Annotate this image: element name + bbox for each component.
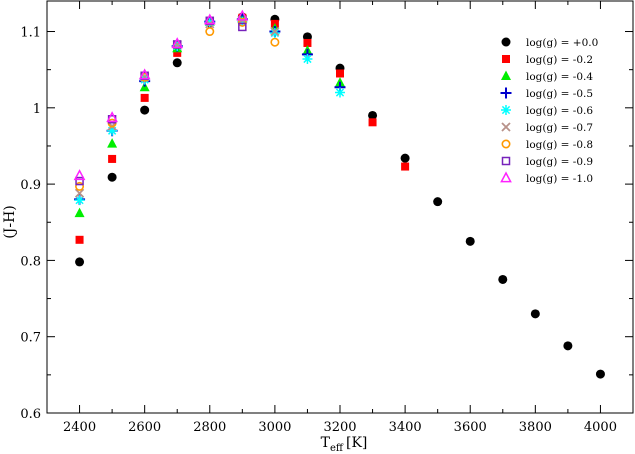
data-point [236,9,249,21]
legend-marker [501,156,511,166]
y-tick-label: 0.6 [20,407,41,422]
data-point [595,369,605,379]
data-point [107,138,118,148]
y-tick-label: 0.7 [20,331,41,346]
data-point [73,169,86,181]
x-axis-title-main: T [321,435,331,451]
legend-marker [501,105,511,115]
legend: log(g) = +0.0 log(g) = -0.2 log(g) = -0.4 l… [500,37,598,185]
data-point [302,53,313,64]
data-point [74,188,85,198]
data-point [204,17,215,28]
y-tick-label: 0.9 [20,178,41,193]
data-point [75,176,84,186]
data-point [74,195,85,206]
y-tick-labels: 0.6 0.7 0.8 0.9 1 1.1 [20,26,41,422]
data-point [269,28,280,39]
legend-label: log(g) = -0.9 [526,156,593,168]
data-point [336,69,344,78]
x-tick-label: 2800 [193,420,226,435]
legend-label: log(g) = -0.2 [526,54,593,66]
x-tick-label: 2400 [63,420,96,435]
data-point [401,162,410,171]
legend-label: log(g) = -0.6 [526,105,593,117]
legend-marker [501,70,511,80]
y-tick-label: 1.1 [20,26,41,41]
data-point [237,17,247,27]
x-tick-labels: 2400 2600 2800 3000 3200 3400 3600 3800 4000 [63,420,617,435]
data-point [368,110,378,120]
x-tick-label: 3000 [258,420,291,435]
legend-label: log(g) = -0.8 [526,139,593,151]
x-tick-label: 2600 [128,420,161,435]
y-tick-label: 1 [33,102,41,117]
x-axis-title-subscript: eff [330,443,344,454]
x-axis-title-unit: [K] [346,435,367,451]
legend-label: log(g) = -1.0 [526,173,593,185]
data-point [140,93,149,102]
data-point [140,105,150,115]
legend-label: log(g) = +0.0 [526,37,598,49]
y-tick-label: 0.8 [20,254,41,269]
data-point [108,154,117,163]
data-point [171,37,184,49]
data-point [74,207,85,218]
data-point [433,197,443,207]
series-8 [73,9,249,181]
legend-marker [500,171,512,183]
x-axis-title: Teff [K] [321,435,368,454]
data-point [465,236,475,246]
data-point [75,257,85,267]
data-point [106,111,118,123]
data-point [107,172,117,182]
data-point [303,38,312,47]
legend-marker [502,55,510,63]
data-point [205,27,215,37]
data-point [173,48,182,57]
data-point [237,16,248,27]
legend-marker [501,122,511,132]
legend-label: log(g) = -0.5 [526,88,593,100]
x-tick-label: 4000 [584,420,617,435]
legend-label: log(g) = -0.7 [526,122,593,134]
data-point [172,41,183,52]
data-point [138,68,151,80]
x-tick-label: 3800 [519,420,552,435]
legend-marker [500,87,512,99]
data-point [530,309,540,319]
legend-marker [501,139,511,149]
data-point [75,235,84,244]
data-points [73,9,605,379]
data-point [335,87,345,98]
data-point [172,58,182,68]
data-point [270,26,280,37]
data-point [563,341,573,351]
x-tick-label: 3600 [454,420,487,435]
data-point [238,22,247,32]
data-point [368,118,377,127]
data-point [107,125,118,136]
data-point [400,153,410,163]
plot-frame [46,0,634,414]
legend-label: log(g) = -0.4 [526,71,593,83]
data-point [498,274,508,284]
y-axis-title: (J-H) [2,205,18,238]
x-tick-label: 3200 [323,420,356,435]
data-point [203,13,216,25]
data-point [75,181,85,191]
legend-marker [501,37,511,47]
data-point [270,37,280,47]
x-tick-label: 3400 [389,420,422,435]
